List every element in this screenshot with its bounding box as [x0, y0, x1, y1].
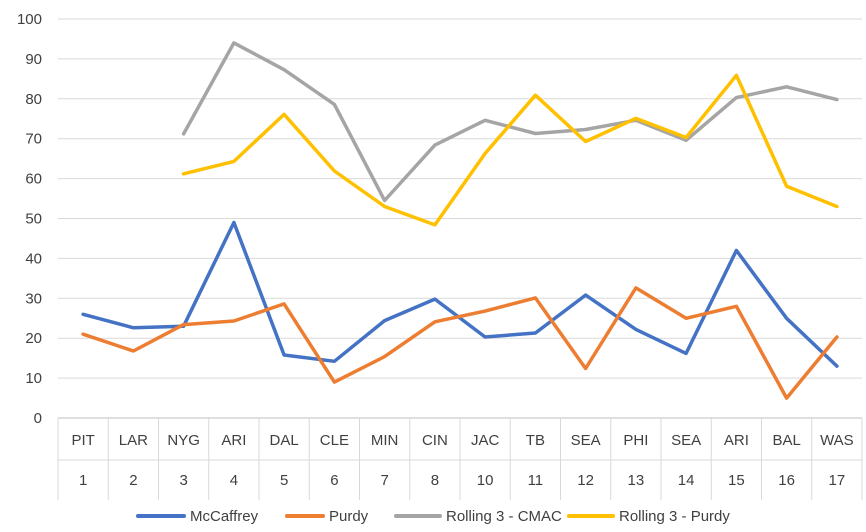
x-tick-label-week: 17: [829, 472, 846, 489]
x-tick-label-week: 2: [129, 472, 137, 489]
x-tick-label-week: 1: [79, 472, 87, 489]
x-tick-label-week: 3: [179, 472, 187, 489]
y-tick-label: 100: [17, 11, 42, 28]
x-tick-label-team: CIN: [422, 432, 448, 449]
y-tick-label: 40: [25, 250, 42, 267]
legend-label-purdy: Purdy: [329, 508, 369, 525]
x-tick-label-team: SEA: [571, 432, 601, 449]
x-tick-label-week: 16: [778, 472, 795, 489]
x-tick-label-team: PIT: [71, 432, 94, 449]
y-tick-label: 20: [25, 330, 42, 347]
y-tick-label: 90: [25, 51, 42, 68]
x-tick-label-team: DAL: [270, 432, 299, 449]
x-tick-label-week: 8: [431, 472, 439, 489]
y-tick-label: 10: [25, 370, 42, 387]
x-tick-label-team: CLE: [320, 432, 349, 449]
y-tick-label: 60: [25, 171, 42, 188]
x-tick-label-team: SEA: [671, 432, 701, 449]
x-tick-label-week: 11: [528, 472, 544, 489]
x-tick-label-week: 6: [330, 472, 338, 489]
x-tick-label-team: TB: [526, 432, 545, 449]
x-tick-label-team: MIN: [371, 432, 399, 449]
x-tick-label-team: WAS: [820, 432, 854, 449]
x-tick-label-week: 15: [728, 472, 745, 489]
y-tick-label: 80: [25, 91, 42, 108]
y-tick-label: 50: [25, 211, 42, 228]
x-tick-label-week: 7: [380, 472, 388, 489]
x-tick-label-week: 14: [678, 472, 695, 489]
x-tick-label-week: 12: [577, 472, 594, 489]
x-tick-label-team: LAR: [119, 432, 148, 449]
x-tick-label-team: BAL: [772, 432, 800, 449]
legend-label-rolling-3-purdy: Rolling 3 - Purdy: [619, 508, 730, 525]
x-tick-label-team: ARI: [221, 432, 246, 449]
x-tick-label-week: 10: [477, 472, 494, 489]
series-line-rolling-3-purdy: [181, 73, 839, 227]
x-tick-label-week: 4: [230, 472, 238, 489]
x-tick-label-team: JAC: [471, 432, 500, 449]
legend-label-mccaffrey: McCaffrey: [190, 508, 259, 525]
x-tick-label-team: PHI: [623, 432, 648, 449]
series-line-purdy: [81, 286, 839, 400]
x-tick-label-team: NYG: [167, 432, 200, 449]
series-line-mccaffrey: [81, 220, 839, 368]
y-tick-label: 30: [25, 290, 42, 307]
x-tick-label-week: 5: [280, 472, 288, 489]
y-tick-label: 0: [34, 410, 42, 427]
x-tick-label-week: 13: [628, 472, 645, 489]
x-tick-label-team: ARI: [724, 432, 749, 449]
y-tick-label: 70: [25, 131, 42, 148]
legend-label-rolling-3-cmac: Rolling 3 - CMAC: [446, 508, 562, 525]
